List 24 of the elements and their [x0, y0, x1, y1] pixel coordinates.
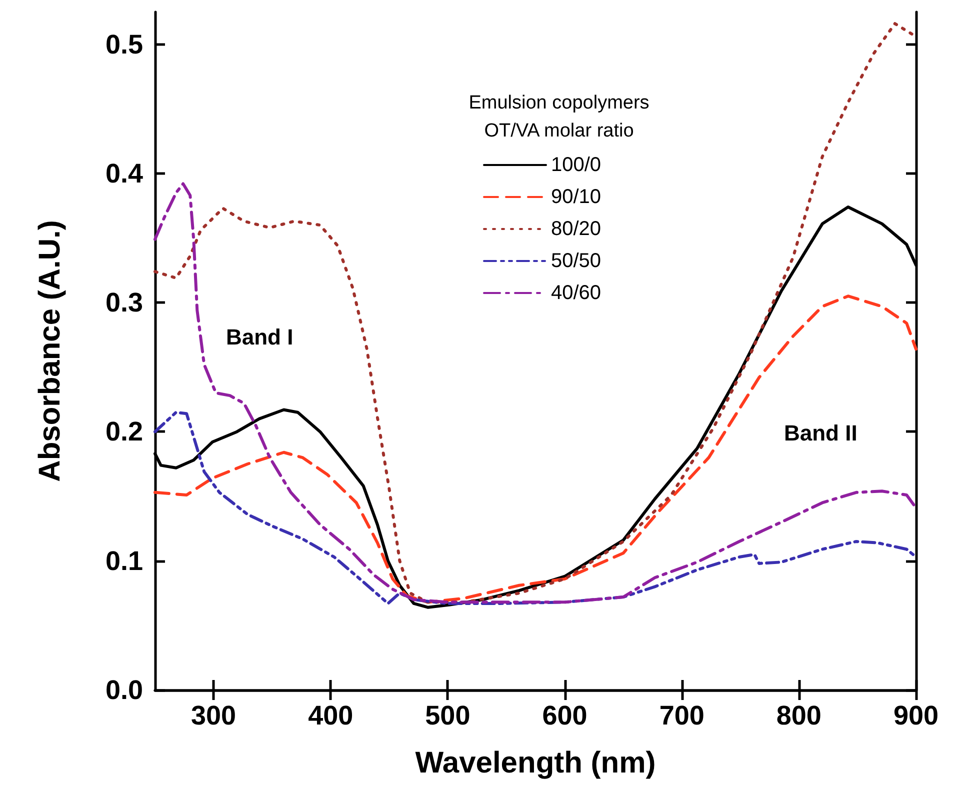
y-tick-label: 0.5	[105, 29, 143, 60]
x-tick-label: 900	[893, 700, 939, 730]
y-tick-label: 0.1	[105, 546, 143, 576]
legend-label: 90/10	[551, 186, 602, 208]
annotation: Band II	[784, 420, 858, 446]
annotation: Band I	[226, 324, 294, 350]
legend-label: 50/50	[551, 250, 602, 272]
y-tick-label: 0.4	[105, 158, 143, 188]
y-tick-label: 0.0	[105, 675, 143, 705]
x-axis-title: Wavelength (nm)	[415, 746, 656, 780]
x-tick-label: 500	[425, 700, 470, 730]
x-tick-label: 800	[776, 700, 822, 730]
y-tick-label: 0.3	[105, 288, 143, 318]
legend-label: 100/0	[551, 154, 602, 176]
x-tick-label: 600	[542, 700, 588, 730]
y-tick-label: 0.2	[105, 416, 143, 447]
x-tick-label: 300	[191, 700, 236, 730]
x-tick-label: 700	[659, 700, 704, 730]
x-tick-label: 400	[308, 700, 354, 730]
legend-title: Emulsion copolymers OT/VA molar ratio	[468, 92, 650, 142]
y-axis-title: Absorbance (A.U.)	[34, 220, 66, 482]
line-series	[154, 410, 918, 605]
legend-label: 80/20	[551, 218, 602, 240]
legend-label: 40/60	[551, 282, 602, 304]
